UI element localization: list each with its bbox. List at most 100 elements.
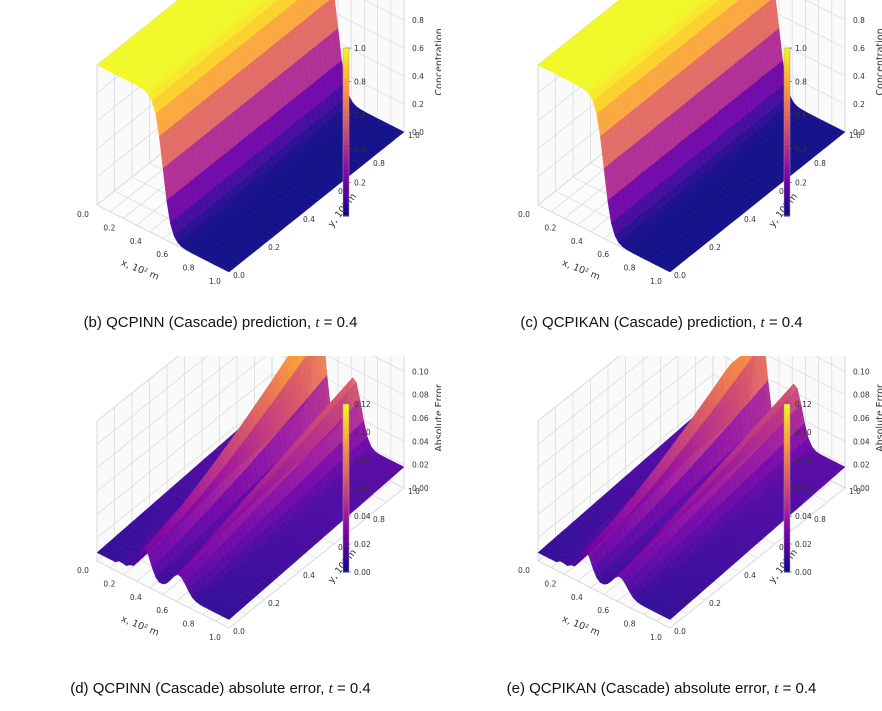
z-tick-label: 0.10 <box>412 367 429 376</box>
x-tick-label: 0.0 <box>77 210 89 219</box>
y-tick-label: 1.0 <box>849 131 861 140</box>
z-tick-label: 0.02 <box>412 461 429 470</box>
y-tick-label: 0.0 <box>674 271 686 280</box>
z-tick-label: 0.04 <box>412 437 429 446</box>
y-tick-label: 0.8 <box>373 159 385 168</box>
caption-e: (e) QCPIKAN (Cascade) absolute error, t … <box>441 680 882 698</box>
z-axis-title: Absolute Error <box>875 384 882 452</box>
caption-c-tval: = 0.4 <box>768 314 803 331</box>
y-tick-label: 0.4 <box>303 215 315 224</box>
colorbar-tick-label: 1.0 <box>354 44 366 53</box>
caption-e-text: (e) QCPIKAN (Cascade) absolute error, <box>506 680 771 697</box>
colorbar-tick-label: 0.12 <box>354 400 371 409</box>
colorbar-tick-label: 0.08 <box>795 456 812 465</box>
x-tick-label: 0.6 <box>597 606 609 615</box>
surface-mesh <box>537 0 846 273</box>
panel-d: 0.00.20.40.60.81.00.00.20.40.60.81.00.00… <box>0 356 441 711</box>
surface-plot-c: 0.00.20.40.60.81.00.00.20.40.60.81.00.00… <box>518 0 882 286</box>
x-tick-label: 0.0 <box>77 566 89 575</box>
x-tick-label: 0.4 <box>130 593 142 602</box>
z-tick-label: 0.00 <box>853 484 870 493</box>
colorbar-tick-label: 0.10 <box>354 428 371 437</box>
panel-e: 0.00.20.40.60.81.00.00.20.40.60.81.00.00… <box>441 356 882 711</box>
caption-e-tvar: t <box>774 681 779 697</box>
x-tick-label: 0.0 <box>518 210 530 219</box>
z-axis-title: Concentration <box>875 28 882 95</box>
z-tick-label: 0.8 <box>412 16 424 25</box>
x-axis-title: x, 10² m <box>119 614 160 639</box>
y-tick-label: 0.0 <box>233 627 245 636</box>
caption-d: (d) QCPINN (Cascade) absolute error, t =… <box>0 680 441 698</box>
caption-d-tvar: t <box>328 681 333 697</box>
y-tick-label: 1.0 <box>408 487 420 496</box>
y-tick-label: 0.2 <box>709 243 721 252</box>
colorbar-tick-label: 0.06 <box>354 484 371 493</box>
y-tick-label: 0.4 <box>744 571 756 580</box>
caption-e-tval: = 0.4 <box>782 680 817 697</box>
colorbar-tick-label: 0.4 <box>795 145 807 154</box>
panel-b: 0.00.20.40.60.81.00.00.20.40.60.81.00.00… <box>0 0 441 355</box>
x-tick-label: 1.0 <box>650 277 662 286</box>
colorbar-tick-label: 0.02 <box>795 540 812 549</box>
colorbar-tick-label: 0.8 <box>795 78 807 87</box>
caption-b-tval: = 0.4 <box>323 314 358 331</box>
z-tick-label: 0.2 <box>412 100 424 109</box>
z-tick-label: 0.04 <box>853 437 870 446</box>
panel-c: 0.00.20.40.60.81.00.00.20.40.60.81.00.00… <box>441 0 882 355</box>
z-tick-label: 0.6 <box>853 44 865 53</box>
x-tick-label: 0.8 <box>183 264 195 273</box>
colorbar-tick-label: 0.00 <box>795 568 812 577</box>
z-tick-label: 0.8 <box>853 16 865 25</box>
z-tick-label: 0.4 <box>412 72 424 81</box>
y-tick-label: 1.0 <box>408 131 420 140</box>
x-tick-label: 0.4 <box>571 237 583 246</box>
colorbar-tick-label: 0.12 <box>795 400 812 409</box>
y-tick-label: 0.0 <box>233 271 245 280</box>
surface-mesh <box>537 356 846 620</box>
x-axis-title: x, 10² m <box>560 258 601 283</box>
x-tick-label: 0.4 <box>571 593 583 602</box>
z-axis-title: Concentration <box>434 28 441 95</box>
colorbar-tick-label: 1.0 <box>795 44 807 53</box>
y-tick-label: 0.8 <box>373 515 385 524</box>
surface-plot-e: 0.00.20.40.60.81.00.00.20.40.60.81.00.00… <box>518 356 882 642</box>
z-axis-title: Absolute Error <box>434 384 441 452</box>
colorbar: 0.2 0.4 0.6 0.8 1.0 <box>783 44 807 217</box>
z-tick-label: 0.06 <box>853 414 870 423</box>
x-tick-label: 0.2 <box>103 579 115 588</box>
colorbar: 0.00 0.02 0.04 0.06 0.08 0.10 0.12 <box>342 400 371 577</box>
x-tick-label: 1.0 <box>650 633 662 642</box>
x-tick-label: 0.6 <box>156 250 168 259</box>
colorbar-tick-label: 0.10 <box>795 428 812 437</box>
colorbar: 0.00 0.02 0.04 0.06 0.08 0.10 0.12 <box>783 400 812 577</box>
caption-c-tvar: t <box>760 315 765 331</box>
y-tick-label: 0.2 <box>268 599 280 608</box>
colorbar-tick-label: 0.4 <box>354 145 366 154</box>
x-tick-label: 0.4 <box>130 237 142 246</box>
y-axis-title: y, 10² m <box>326 191 359 229</box>
x-axis-title: x, 10² m <box>560 614 601 639</box>
y-tick-label: 0.2 <box>268 243 280 252</box>
caption-c-text: (c) QCPIKAN (Cascade) prediction, <box>520 314 757 331</box>
y-tick-label: 0.8 <box>814 515 826 524</box>
z-tick-label: 0.2 <box>853 100 865 109</box>
z-tick-label: 0.00 <box>412 484 429 493</box>
x-tick-label: 0.8 <box>624 264 636 273</box>
z-tick-label: 0.0 <box>412 128 424 137</box>
x-tick-label: 0.2 <box>103 223 115 232</box>
colorbar-tick-label: 0.06 <box>795 484 812 493</box>
x-tick-label: 0.8 <box>624 620 636 629</box>
z-tick-label: 0.6 <box>412 44 424 53</box>
x-axis-title: x, 10² m <box>119 258 160 283</box>
surface-plot-b: 0.00.20.40.60.81.00.00.20.40.60.81.00.00… <box>77 0 441 286</box>
y-tick-label: 0.2 <box>709 599 721 608</box>
x-tick-label: 1.0 <box>209 633 221 642</box>
colorbar-tick-label: 0.08 <box>354 456 371 465</box>
colorbar-tick-label: 0.6 <box>354 111 366 120</box>
colorbar-tick-label: 0.02 <box>354 540 371 549</box>
colorbar-tick-label: 0.00 <box>354 568 371 577</box>
colorbar-tick-label: 0.6 <box>795 111 807 120</box>
z-tick-label: 0.08 <box>412 391 429 400</box>
surface-mesh <box>96 0 405 273</box>
y-axis-title: y, 10² m <box>767 547 800 585</box>
